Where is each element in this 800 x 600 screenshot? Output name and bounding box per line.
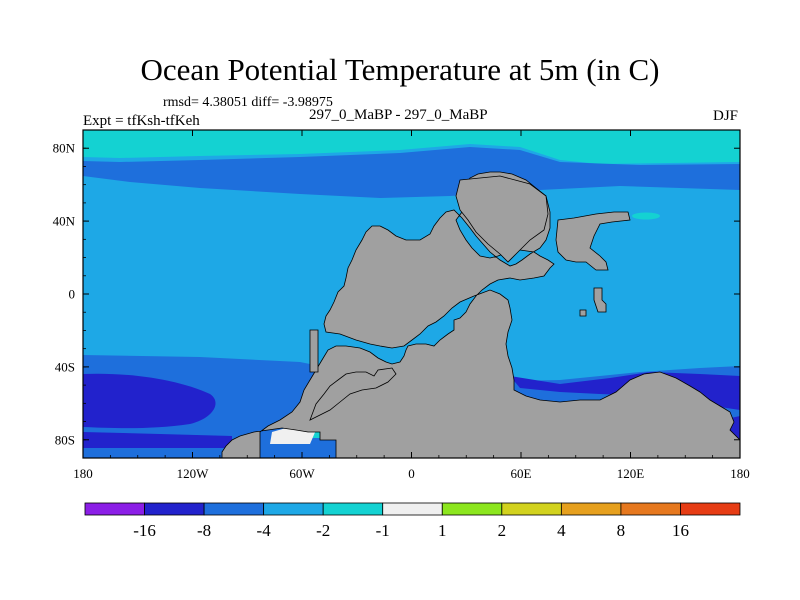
x-tick-label: 120W: [177, 466, 210, 481]
land-northern-block: [455, 175, 549, 263]
contour-antarctic-strip: [83, 432, 232, 448]
land-peninsula-spur: [309, 367, 397, 421]
colorbar-swatch: [203, 502, 265, 516]
colorbar-label: -4: [257, 521, 272, 540]
colorbar-swatch: [144, 502, 205, 516]
colorbar-swatch: [322, 502, 384, 516]
y-tick-label: 0: [69, 287, 76, 302]
colorbar-swatch: [620, 502, 681, 516]
colorbar-swatch: [680, 502, 741, 516]
contour-cyan-patch: [632, 212, 660, 220]
stats-line: rmsd= 4.38051 diff= -3.98975: [163, 95, 333, 110]
colorbar-label: -2: [316, 521, 330, 540]
y-tick-label: 80S: [55, 432, 75, 447]
x-tick-label: 60W: [289, 466, 315, 481]
land-tiny-island-1: [593, 287, 607, 313]
colorbar-label: 16: [672, 521, 689, 540]
map-plot: [83, 130, 740, 458]
y-axis-ticks: 80N 40N 0 40S 80S: [53, 141, 740, 447]
colorbar-swatch: [382, 502, 443, 516]
colorbar-swatch: [501, 502, 562, 516]
colorbar-label: 4: [557, 521, 566, 540]
land-east-islands: [555, 211, 631, 271]
land-tiny-island-2: [579, 309, 587, 317]
x-tick-label: 180: [730, 466, 750, 481]
colorbar-label: 8: [617, 521, 626, 540]
experiment-label: Expt = tfKsh-tfKeh: [83, 113, 200, 129]
colorbar-swatch: [84, 502, 145, 516]
colorbar-swatch: [441, 502, 503, 516]
y-tick-label: 80N: [53, 141, 76, 156]
colorbar-swatch: [263, 502, 324, 516]
season-label: DJF: [713, 108, 739, 124]
colorbar: -16 -8 -4 -2 -1 1 2 4 8 16: [84, 502, 741, 540]
colorbar-label: 1: [438, 521, 447, 540]
chart-title: Ocean Potential Temperature at 5m (in C): [140, 52, 660, 87]
contour-south-pacific-blob: [83, 373, 216, 429]
colorbar-label: -1: [376, 521, 390, 540]
x-tick-label: 0: [408, 466, 415, 481]
x-tick-label: 180: [73, 466, 93, 481]
colorbar-label: 2: [498, 521, 507, 540]
x-tick-label: 60E: [511, 466, 532, 481]
colorbar-swatch: [560, 502, 622, 516]
colorbar-label: -16: [133, 521, 156, 540]
x-axis-ticks: 180 120W 60W 0 60E 120E 180: [73, 130, 750, 481]
contour-arctic-cyan: [83, 130, 740, 164]
x-tick-label: 120E: [617, 466, 645, 481]
land-small-island-west: [309, 329, 319, 373]
colorbar-label: -8: [197, 521, 211, 540]
y-tick-label: 40N: [53, 214, 76, 229]
chart-subtitle: 297_0_MaBP - 297_0_MaBP: [309, 107, 488, 123]
land-masses: [221, 171, 740, 458]
contour-north-band-dark: [83, 147, 740, 198]
y-tick-label: 40S: [55, 359, 75, 374]
